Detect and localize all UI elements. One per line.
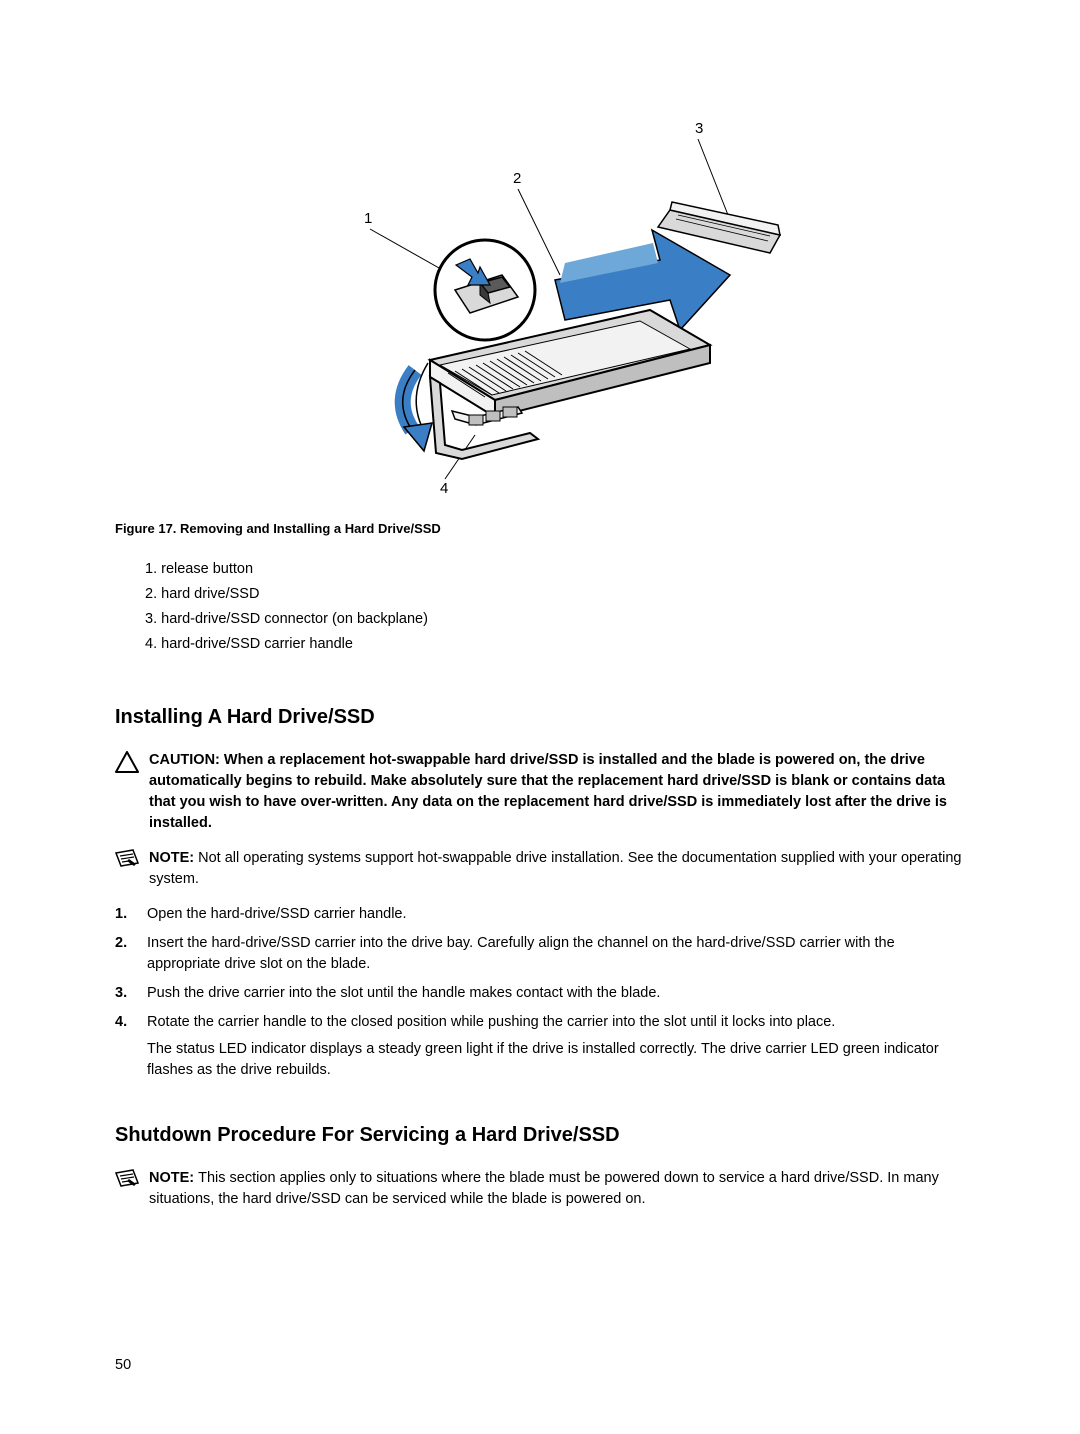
heading-shutdown: Shutdown Procedure For Servicing a Hard … [115, 1121, 965, 1150]
figure-label-3: 3 [695, 120, 703, 137]
heading-installing: Installing A Hard Drive/SSD [115, 703, 965, 732]
step-item: 2. Insert the hard-drive/SSD carrier int… [115, 933, 965, 975]
arrow-rotate [403, 363, 432, 451]
step-item: 4. Rotate the carrier handle to the clos… [115, 1012, 965, 1081]
figure-callout-list: 1. release button 2. hard drive/SSD 3. h… [115, 559, 965, 655]
note-icon [115, 849, 143, 874]
note-block-2: NOTE: This section applies only to situa… [115, 1168, 965, 1210]
caution-icon [115, 751, 143, 780]
release-button-detail [435, 240, 535, 340]
note-icon [115, 1169, 143, 1194]
hard-drive-diagram: 3 2 1 4 [280, 115, 800, 505]
figure-label-4: 4 [440, 480, 448, 497]
callout-item: 2. hard drive/SSD [145, 584, 965, 605]
caution-block: CAUTION: When a replacement hot-swappabl… [115, 750, 965, 834]
install-steps-list: 1. Open the hard-drive/SSD carrier handl… [115, 904, 965, 1081]
figure-illustration: 3 2 1 4 [115, 115, 965, 512]
callout-item: 4. hard-drive/SSD carrier handle [145, 634, 965, 655]
step-item: 3. Push the drive carrier into the slot … [115, 983, 965, 1004]
note-text: NOTE: Not all operating systems support … [149, 848, 965, 890]
callout-item: 1. release button [145, 559, 965, 580]
leader-line-3 [698, 139, 730, 220]
figure-label-2: 2 [513, 170, 521, 187]
document-page: 3 2 1 4 [0, 0, 1080, 1210]
page-number: 50 [115, 1355, 131, 1376]
figure-label-1: 1 [364, 210, 372, 227]
callout-item: 3. hard-drive/SSD connector (on backplan… [145, 609, 965, 630]
step-item: 1. Open the hard-drive/SSD carrier handl… [115, 904, 965, 925]
caution-text: CAUTION: When a replacement hot-swappabl… [149, 750, 965, 834]
note-block: NOTE: Not all operating systems support … [115, 848, 965, 890]
note-text-2: NOTE: This section applies only to situa… [149, 1168, 965, 1210]
figure-caption: Figure 17. Removing and Installing a Har… [115, 520, 965, 539]
